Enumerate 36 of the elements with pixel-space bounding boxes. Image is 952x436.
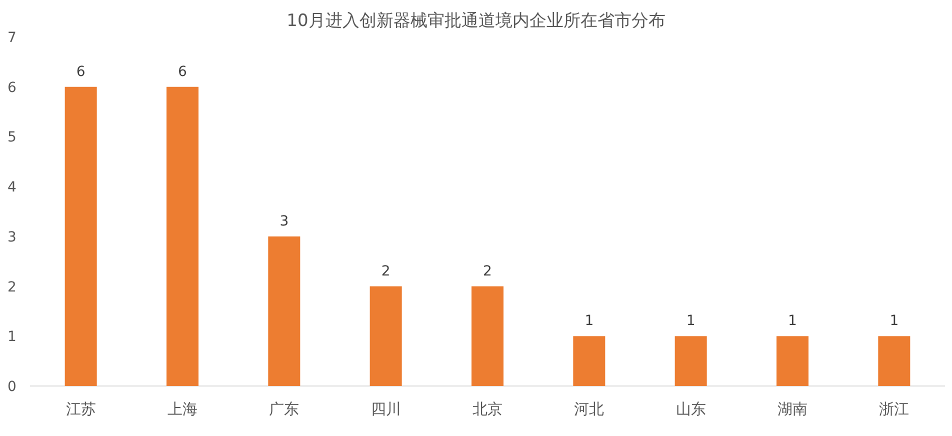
x-tick-label: 湖南 bbox=[778, 400, 808, 418]
data-label: 2 bbox=[381, 263, 390, 280]
y-tick-label: 7 bbox=[8, 30, 16, 46]
data-label: 1 bbox=[584, 313, 594, 330]
bar bbox=[573, 336, 606, 386]
y-tick-label: 6 bbox=[8, 80, 17, 96]
data-label: 1 bbox=[788, 313, 797, 330]
data-label: 1 bbox=[686, 313, 696, 330]
bar bbox=[268, 236, 300, 386]
data-label: 6 bbox=[76, 64, 86, 80]
y-tick-label: 4 bbox=[8, 180, 17, 196]
y-tick-label: 0 bbox=[8, 379, 16, 395]
y-tick-label: 1 bbox=[8, 329, 16, 346]
y-tick-label: 2 bbox=[8, 279, 16, 296]
data-label: 3 bbox=[280, 213, 289, 230]
x-tick-label: 江苏 bbox=[66, 400, 96, 418]
bar bbox=[166, 86, 198, 386]
chart-title: 10月进入创新器械审批通道境内企业所在省市分布 bbox=[286, 11, 666, 31]
data-label: 1 bbox=[890, 313, 899, 330]
data-label: 6 bbox=[178, 64, 188, 80]
x-tick-label: 广东 bbox=[269, 400, 300, 418]
y-tick-label: 3 bbox=[8, 229, 16, 246]
x-tick-label: 浙江 bbox=[879, 400, 910, 418]
y-tick-label: 5 bbox=[8, 130, 16, 146]
bar bbox=[472, 286, 504, 386]
bar bbox=[776, 336, 808, 386]
bar bbox=[370, 286, 402, 386]
x-tick-label: 四川 bbox=[370, 400, 401, 418]
x-tick-label: 山东 bbox=[676, 400, 706, 418]
x-tick-label: 上海 bbox=[168, 400, 198, 418]
x-tick-label: 河北 bbox=[574, 400, 604, 418]
bar bbox=[674, 336, 707, 386]
bar bbox=[64, 86, 97, 386]
bar bbox=[878, 336, 910, 386]
x-tick-label: 北京 bbox=[472, 400, 502, 418]
data-label: 2 bbox=[483, 263, 492, 280]
